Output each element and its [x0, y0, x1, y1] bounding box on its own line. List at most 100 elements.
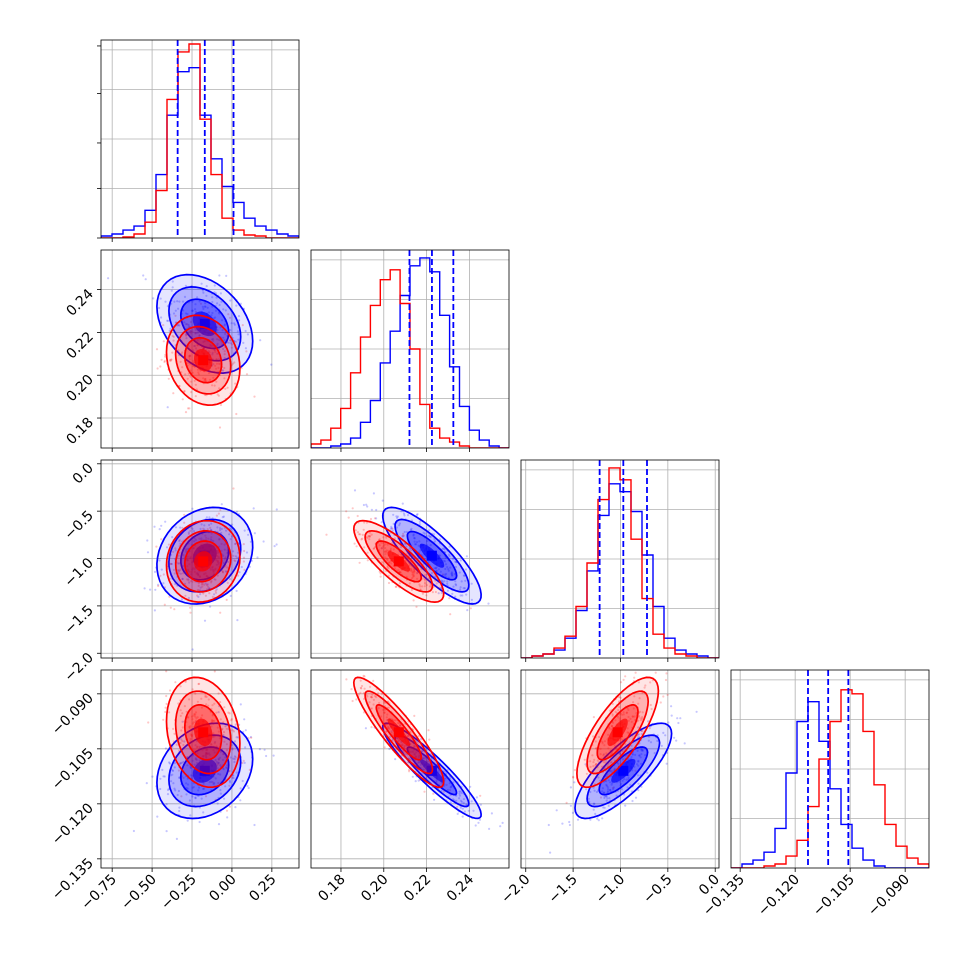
sample-point	[183, 513, 186, 516]
sample-point	[256, 556, 259, 559]
sample-point	[565, 801, 568, 804]
sample-point	[219, 701, 222, 704]
sample-point	[172, 335, 175, 338]
sample-point	[205, 516, 208, 519]
sample-point	[244, 347, 247, 350]
sample-point	[412, 533, 415, 536]
panel-frame	[100, 39, 300, 239]
sample-point	[451, 557, 455, 560]
sample-point	[613, 767, 616, 770]
sample-point	[205, 575, 208, 578]
sample-point	[180, 729, 183, 732]
sample-point	[186, 377, 189, 380]
sample-point	[380, 693, 383, 696]
sample-point	[197, 572, 200, 576]
sample-point	[205, 703, 208, 706]
sample-point	[262, 540, 265, 543]
sample-point	[622, 711, 625, 714]
sample-point	[241, 779, 244, 783]
sample-point	[630, 720, 633, 723]
sample-point	[183, 295, 187, 298]
panel-frame	[100, 459, 300, 659]
sample-point	[184, 373, 187, 376]
sample-point	[631, 753, 634, 756]
sample-point	[454, 580, 457, 583]
sample-point	[380, 547, 383, 550]
sample-point	[174, 547, 177, 550]
sample-point	[603, 806, 606, 809]
sample-point	[382, 545, 385, 548]
sample-point	[197, 789, 200, 792]
sample-point	[199, 593, 202, 596]
sample-point	[181, 351, 184, 354]
sample-point	[216, 551, 219, 554]
sample-point	[599, 796, 603, 799]
sample-point	[446, 566, 449, 569]
sample-point	[232, 550, 235, 553]
sample-point	[372, 679, 375, 682]
sample-point	[194, 744, 197, 747]
sample-point	[462, 801, 465, 804]
sample-point	[204, 654, 206, 656]
sample-point	[211, 568, 214, 571]
sample-point	[474, 824, 477, 827]
y-tick-label: 0.22	[63, 329, 96, 362]
sample-point	[366, 695, 369, 698]
sample-point	[466, 609, 469, 612]
sample-point	[223, 324, 226, 327]
sample-point	[428, 585, 432, 588]
sample-point	[209, 526, 212, 529]
sample-point	[156, 815, 159, 818]
sample-point	[234, 723, 237, 726]
sample-point	[596, 817, 599, 820]
sample-point	[189, 814, 192, 817]
sample-point	[634, 769, 637, 772]
sample-point	[216, 574, 219, 577]
sample-point	[211, 720, 214, 724]
series-a-contours-2-1	[381, 506, 482, 605]
contour-line	[381, 722, 482, 820]
panel-frame	[520, 669, 720, 869]
sample-point	[275, 543, 278, 546]
sample-point	[205, 285, 208, 288]
sample-point	[218, 529, 222, 532]
sample-point	[421, 585, 424, 588]
sample-point	[592, 765, 595, 768]
sample-point	[409, 751, 412, 754]
sample-point	[189, 330, 192, 333]
sample-point	[428, 738, 431, 741]
sample-point	[188, 563, 191, 566]
sample-point	[212, 376, 215, 379]
sample-point	[179, 685, 182, 688]
histogram-series-b-2	[521, 467, 719, 658]
sample-point	[589, 765, 592, 768]
sample-point	[444, 563, 448, 566]
sample-point	[363, 521, 366, 524]
sample-point	[185, 782, 188, 785]
sample-point	[219, 792, 222, 795]
sample-point	[253, 823, 256, 827]
sample-point	[185, 549, 188, 552]
sample-point	[400, 741, 403, 744]
sample-point	[243, 568, 246, 571]
sample-point	[617, 709, 620, 712]
sample-point	[462, 574, 466, 577]
sample-point	[185, 578, 188, 581]
sample-point	[325, 533, 328, 536]
sample-point	[211, 781, 214, 784]
sample-point	[237, 315, 241, 318]
sample-point	[670, 714, 673, 717]
sample-point	[443, 548, 446, 551]
sample-point	[383, 711, 386, 714]
sample-point	[190, 774, 193, 777]
y-axis-row-3: −0.135−0.120−0.105−0.090	[49, 690, 101, 903]
sample-point	[223, 377, 226, 380]
sample-point	[212, 749, 215, 752]
sample-point	[664, 734, 667, 737]
sample-point	[191, 795, 194, 798]
sample-point	[167, 543, 170, 546]
sample-point	[196, 331, 199, 334]
sample-point	[218, 274, 221, 277]
sample-point	[446, 589, 449, 592]
sample-point	[625, 711, 628, 714]
